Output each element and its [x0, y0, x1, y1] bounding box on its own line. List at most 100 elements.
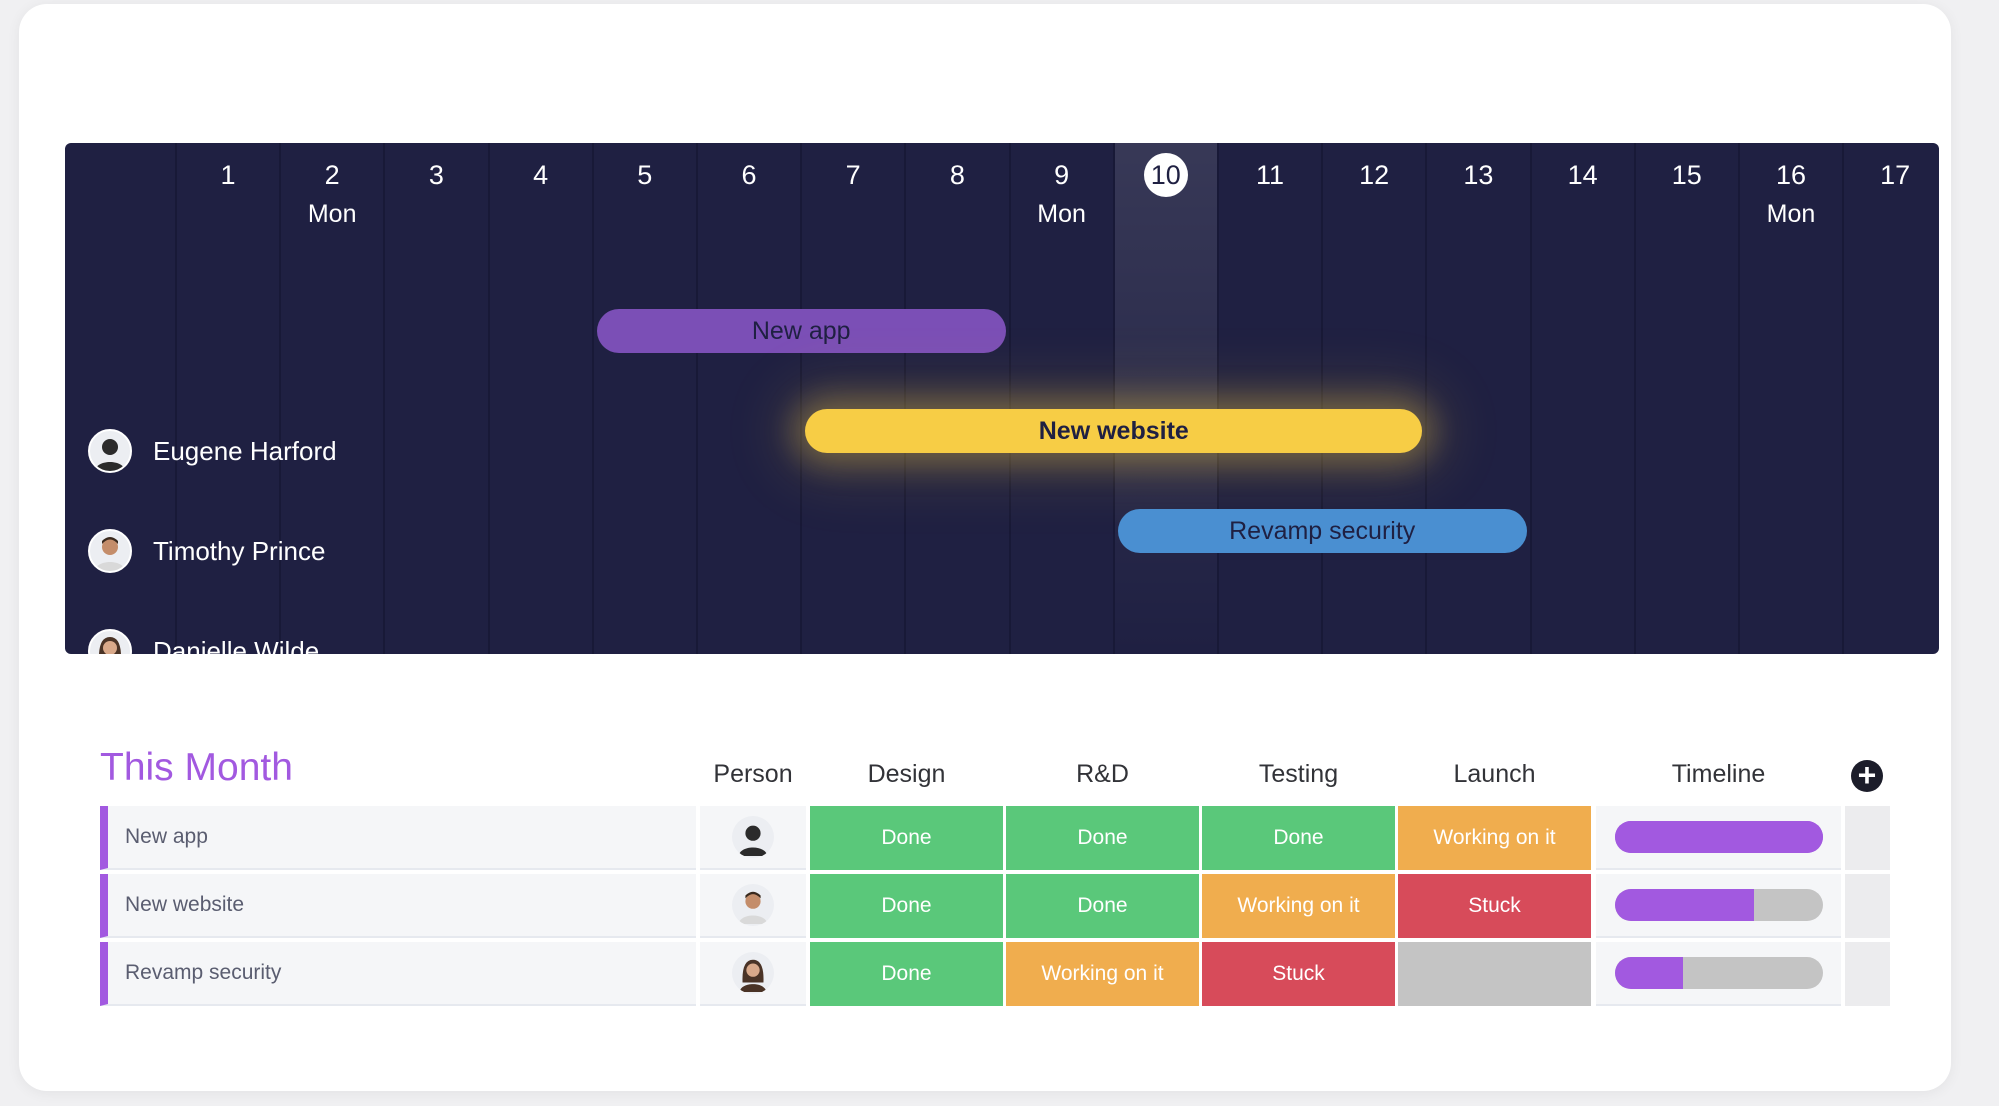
day-number: 17 [1880, 160, 1911, 190]
avatar [732, 816, 774, 858]
plus-circle-icon[interactable]: + [1851, 759, 1883, 792]
day-column-divider [1425, 143, 1428, 654]
day-column-divider [279, 143, 282, 654]
item-name[interactable]: New website [100, 874, 696, 938]
gantt-bar-revamp-security[interactable]: Revamp security [1117, 509, 1527, 553]
status-cell-testing[interactable]: Done [1202, 806, 1395, 870]
item-name[interactable]: New app [100, 806, 696, 870]
column-header-launch[interactable]: Launch [1453, 760, 1536, 788]
status-cell-design[interactable]: Done [810, 942, 1003, 1006]
status-cell-design[interactable]: Done [810, 874, 1003, 938]
timeline-cell[interactable] [1596, 806, 1841, 870]
timeline-bar [1614, 821, 1823, 853]
person-icon [95, 439, 125, 471]
day-column-divider [904, 143, 907, 654]
day-number-today: 10 [1114, 153, 1218, 197]
column-header-testing[interactable]: Testing [1258, 760, 1339, 788]
status-cell-launch[interactable]: Stuck [1398, 874, 1591, 938]
person-icon [99, 637, 121, 654]
day-column-divider [1633, 143, 1636, 654]
day-weekday: Mon [307, 200, 357, 228]
row-extra-cell [1845, 874, 1890, 938]
day-number: 9 [1054, 160, 1070, 190]
day-number: 3 [428, 160, 444, 190]
status-cell-rnd[interactable]: Working on it [1006, 942, 1199, 1006]
person-cell[interactable] [700, 806, 806, 870]
day-number: 14 [1567, 160, 1598, 190]
day-number: 16 [1775, 160, 1807, 190]
timeline-cell[interactable] [1596, 942, 1841, 1006]
status-cell-rnd[interactable]: Done [1006, 874, 1199, 938]
timeline-fill [1614, 889, 1754, 921]
row-extra-cell [1845, 806, 1890, 870]
day-number: 11 [1255, 160, 1285, 190]
day-number: 2 [324, 160, 340, 190]
status-cell-rnd[interactable]: Done [1006, 806, 1199, 870]
person-icon [95, 537, 125, 571]
column-header-person[interactable]: Person [713, 760, 793, 788]
day-number: 7 [845, 160, 861, 190]
gantt-person-row[interactable]: Danielle Wilde [88, 629, 319, 654]
gantt-bar-label: Revamp security [1229, 516, 1416, 545]
day-number: 6 [741, 160, 757, 190]
day-column-divider [1529, 143, 1532, 654]
day-number: 8 [949, 160, 965, 190]
timeline-bar [1614, 889, 1823, 921]
day-column-divider [1008, 143, 1011, 654]
status-cell-testing[interactable]: Working on it [1202, 874, 1395, 938]
person-icon [738, 891, 768, 924]
avatar [88, 629, 132, 654]
person-cell[interactable] [700, 874, 806, 938]
gantt-bar-label: New website [1038, 416, 1189, 445]
person-cell[interactable] [700, 942, 806, 1006]
person-icon [738, 825, 768, 856]
column-header-rnd[interactable]: R&D [1076, 760, 1129, 788]
gantt-person-row[interactable]: Timothy Prince [88, 529, 325, 573]
status-cell-launch[interactable]: Working on it [1398, 806, 1591, 870]
gantt-bar-label: New app [751, 316, 851, 345]
table-row[interactable]: New website Done Done Working on it Stuc… [100, 874, 1890, 938]
timeline-fill [1614, 957, 1684, 989]
day-column-divider [487, 143, 490, 654]
person-name: Timothy Prince [153, 535, 326, 566]
day-number: 4 [533, 160, 549, 190]
avatar [732, 952, 774, 994]
column-header-design[interactable]: Design [867, 760, 946, 788]
day-number: 1 [220, 160, 236, 190]
status-cell-launch[interactable] [1398, 942, 1591, 1006]
day-column-divider [1738, 143, 1740, 654]
day-number: 13 [1463, 160, 1494, 190]
gantt-bar-new-app[interactable]: New app [596, 309, 1006, 353]
day-column-divider [1842, 143, 1845, 654]
day-column-divider [800, 143, 803, 654]
person-icon [739, 959, 767, 992]
item-name[interactable]: Revamp security [100, 942, 696, 1006]
day-weekday: Mon [1037, 200, 1086, 228]
day-column-divider [1321, 143, 1324, 654]
day-number: 12 [1359, 160, 1390, 190]
table-row[interactable]: Revamp security Done Working on it Stuck [100, 942, 1890, 1006]
column-header-timeline[interactable]: Timeline [1671, 760, 1766, 788]
status-cell-testing[interactable]: Stuck [1202, 942, 1395, 1006]
timeline-cell[interactable] [1596, 874, 1841, 938]
gantt-bar-new-website[interactable]: New website [805, 409, 1423, 453]
group-title[interactable]: This Month [100, 746, 293, 789]
person-name: Danielle Wilde [153, 635, 320, 655]
avatar [88, 529, 132, 573]
day-weekday: Mon [1766, 200, 1816, 228]
day-number: 5 [637, 160, 653, 190]
day-column-divider [1112, 143, 1115, 654]
gantt-person-row[interactable]: Eugene Harford [88, 429, 337, 473]
day-number: 15 [1671, 160, 1702, 190]
row-extra-cell [1845, 942, 1890, 1006]
day-column-divider [175, 143, 177, 654]
table-row[interactable]: New app Done Done Done Working on it [100, 806, 1890, 870]
day-column-divider [1217, 143, 1219, 654]
today-column-highlight [1113, 143, 1218, 654]
day-column-divider [591, 143, 594, 654]
gantt-timeline: 1 2 Mon 3 4 5 6 7 8 9 Mon 10 11 12 13 14 15 16 Mon 17 Eugen… [65, 143, 1939, 654]
timeline-fill [1614, 821, 1823, 853]
day-column-divider [383, 143, 386, 654]
timeline-bar [1614, 957, 1823, 989]
status-cell-design[interactable]: Done [810, 806, 1003, 870]
